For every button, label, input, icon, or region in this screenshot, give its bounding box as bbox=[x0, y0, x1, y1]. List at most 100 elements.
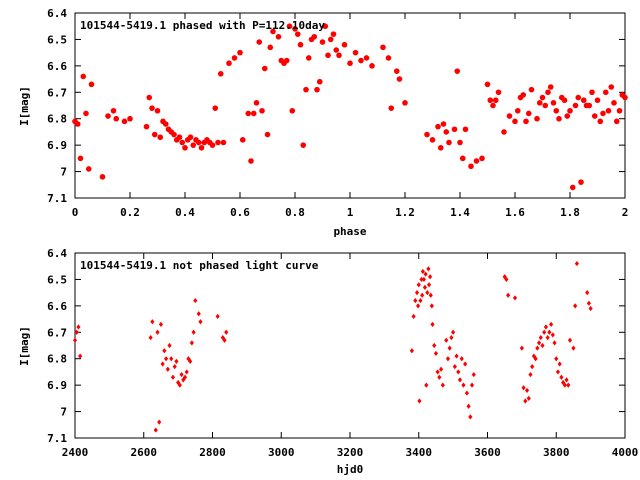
data-point bbox=[195, 139, 202, 146]
data-point bbox=[169, 356, 174, 362]
data-point bbox=[528, 371, 533, 378]
data-point bbox=[85, 166, 92, 172]
data-point bbox=[528, 86, 535, 93]
x-tick-label-phased: 0 bbox=[72, 206, 79, 219]
y-tick-label-phased: 6.5 bbox=[47, 33, 67, 46]
data-point bbox=[76, 324, 81, 330]
y-ticks-unphased: 6.4 6.5 6.6 6.7 6.8 6.9 7 7.1 bbox=[47, 247, 625, 445]
data-point bbox=[363, 55, 370, 61]
data-point bbox=[589, 89, 595, 96]
data-point bbox=[540, 342, 545, 349]
data-point bbox=[402, 100, 408, 106]
data-point bbox=[154, 107, 161, 114]
data-point bbox=[523, 118, 529, 125]
data-point bbox=[275, 33, 282, 40]
data-point bbox=[352, 49, 359, 56]
data-point bbox=[422, 284, 428, 290]
data-point bbox=[564, 377, 569, 383]
data-point bbox=[469, 382, 475, 388]
data-point bbox=[215, 139, 221, 146]
data-point bbox=[162, 348, 167, 354]
data-point bbox=[492, 97, 499, 104]
data-point bbox=[463, 361, 468, 367]
x-tick-label-phased: 0.8 bbox=[285, 206, 305, 219]
data-point bbox=[264, 131, 271, 138]
x-tick-label-phased: 1 bbox=[347, 206, 354, 219]
data-point bbox=[468, 163, 474, 170]
data-point bbox=[165, 366, 170, 372]
data-point bbox=[562, 382, 567, 388]
data-point bbox=[487, 97, 494, 104]
data-point bbox=[385, 55, 392, 61]
y-tick-label-unphased: 6.6 bbox=[47, 300, 67, 313]
data-point bbox=[380, 44, 386, 51]
data-point bbox=[454, 353, 459, 359]
data-point bbox=[369, 63, 375, 69]
data-point bbox=[172, 364, 177, 370]
data-point bbox=[330, 31, 337, 37]
data-point bbox=[428, 274, 433, 280]
x-tick-label-unphased: 2800 bbox=[199, 446, 226, 459]
data-point bbox=[416, 282, 421, 288]
data-point bbox=[525, 110, 532, 117]
data-point bbox=[423, 271, 428, 277]
data-point bbox=[182, 144, 188, 151]
data-point bbox=[253, 100, 260, 106]
data-point bbox=[586, 102, 593, 109]
data-point bbox=[451, 329, 456, 335]
data-point bbox=[415, 303, 421, 309]
data-point bbox=[523, 398, 528, 404]
data-point bbox=[473, 158, 480, 164]
data-point bbox=[393, 68, 400, 74]
data-point bbox=[149, 105, 155, 111]
data-point bbox=[148, 334, 153, 341]
chart-unphased: 2400 2600 2800 3000 3200 3400 3600 3800 4000 6.4… bbox=[18, 247, 638, 476]
y-tick-label-unphased: 6.4 bbox=[47, 247, 67, 260]
data-point bbox=[530, 364, 535, 370]
data-point bbox=[462, 126, 469, 133]
data-point bbox=[267, 44, 274, 51]
data-point bbox=[426, 282, 432, 288]
data-point bbox=[239, 137, 246, 143]
data-point bbox=[193, 297, 198, 304]
data-point bbox=[591, 113, 598, 119]
data-point bbox=[77, 155, 84, 162]
data-point bbox=[444, 337, 449, 343]
x-tick-label-unphased: 3200 bbox=[337, 446, 364, 459]
data-point bbox=[113, 115, 120, 122]
data-point bbox=[429, 137, 436, 143]
data-point bbox=[167, 342, 172, 349]
data-point bbox=[535, 345, 540, 351]
data-point bbox=[566, 382, 571, 388]
data-point bbox=[316, 78, 323, 85]
data-point bbox=[501, 129, 507, 135]
data-point bbox=[417, 398, 422, 404]
data-point bbox=[459, 356, 464, 362]
x-tick-label-unphased: 3000 bbox=[268, 446, 295, 459]
data-point bbox=[333, 47, 340, 53]
data-point bbox=[456, 369, 461, 375]
data-point bbox=[162, 121, 169, 127]
data-point bbox=[440, 382, 445, 388]
y-tick-label-unphased: 7 bbox=[60, 406, 67, 419]
y-tick-label-phased: 6.7 bbox=[47, 86, 67, 99]
data-point bbox=[176, 134, 183, 141]
x-tick-label-phased: 0.6 bbox=[230, 206, 250, 219]
data-point bbox=[464, 390, 469, 396]
data-point bbox=[215, 313, 220, 320]
data-point bbox=[283, 57, 290, 64]
data-point bbox=[569, 184, 576, 191]
x-tick-label-unphased: 3600 bbox=[474, 446, 501, 459]
data-point bbox=[245, 110, 252, 117]
data-point bbox=[495, 89, 502, 96]
data-point bbox=[259, 107, 265, 114]
data-point bbox=[78, 353, 83, 359]
data-point bbox=[514, 107, 521, 114]
data-point bbox=[426, 266, 431, 272]
data-point bbox=[571, 345, 576, 351]
data-point bbox=[557, 361, 562, 367]
data-point bbox=[580, 97, 587, 104]
data-point bbox=[314, 86, 320, 93]
data-point bbox=[196, 311, 201, 317]
data-point bbox=[155, 329, 160, 335]
